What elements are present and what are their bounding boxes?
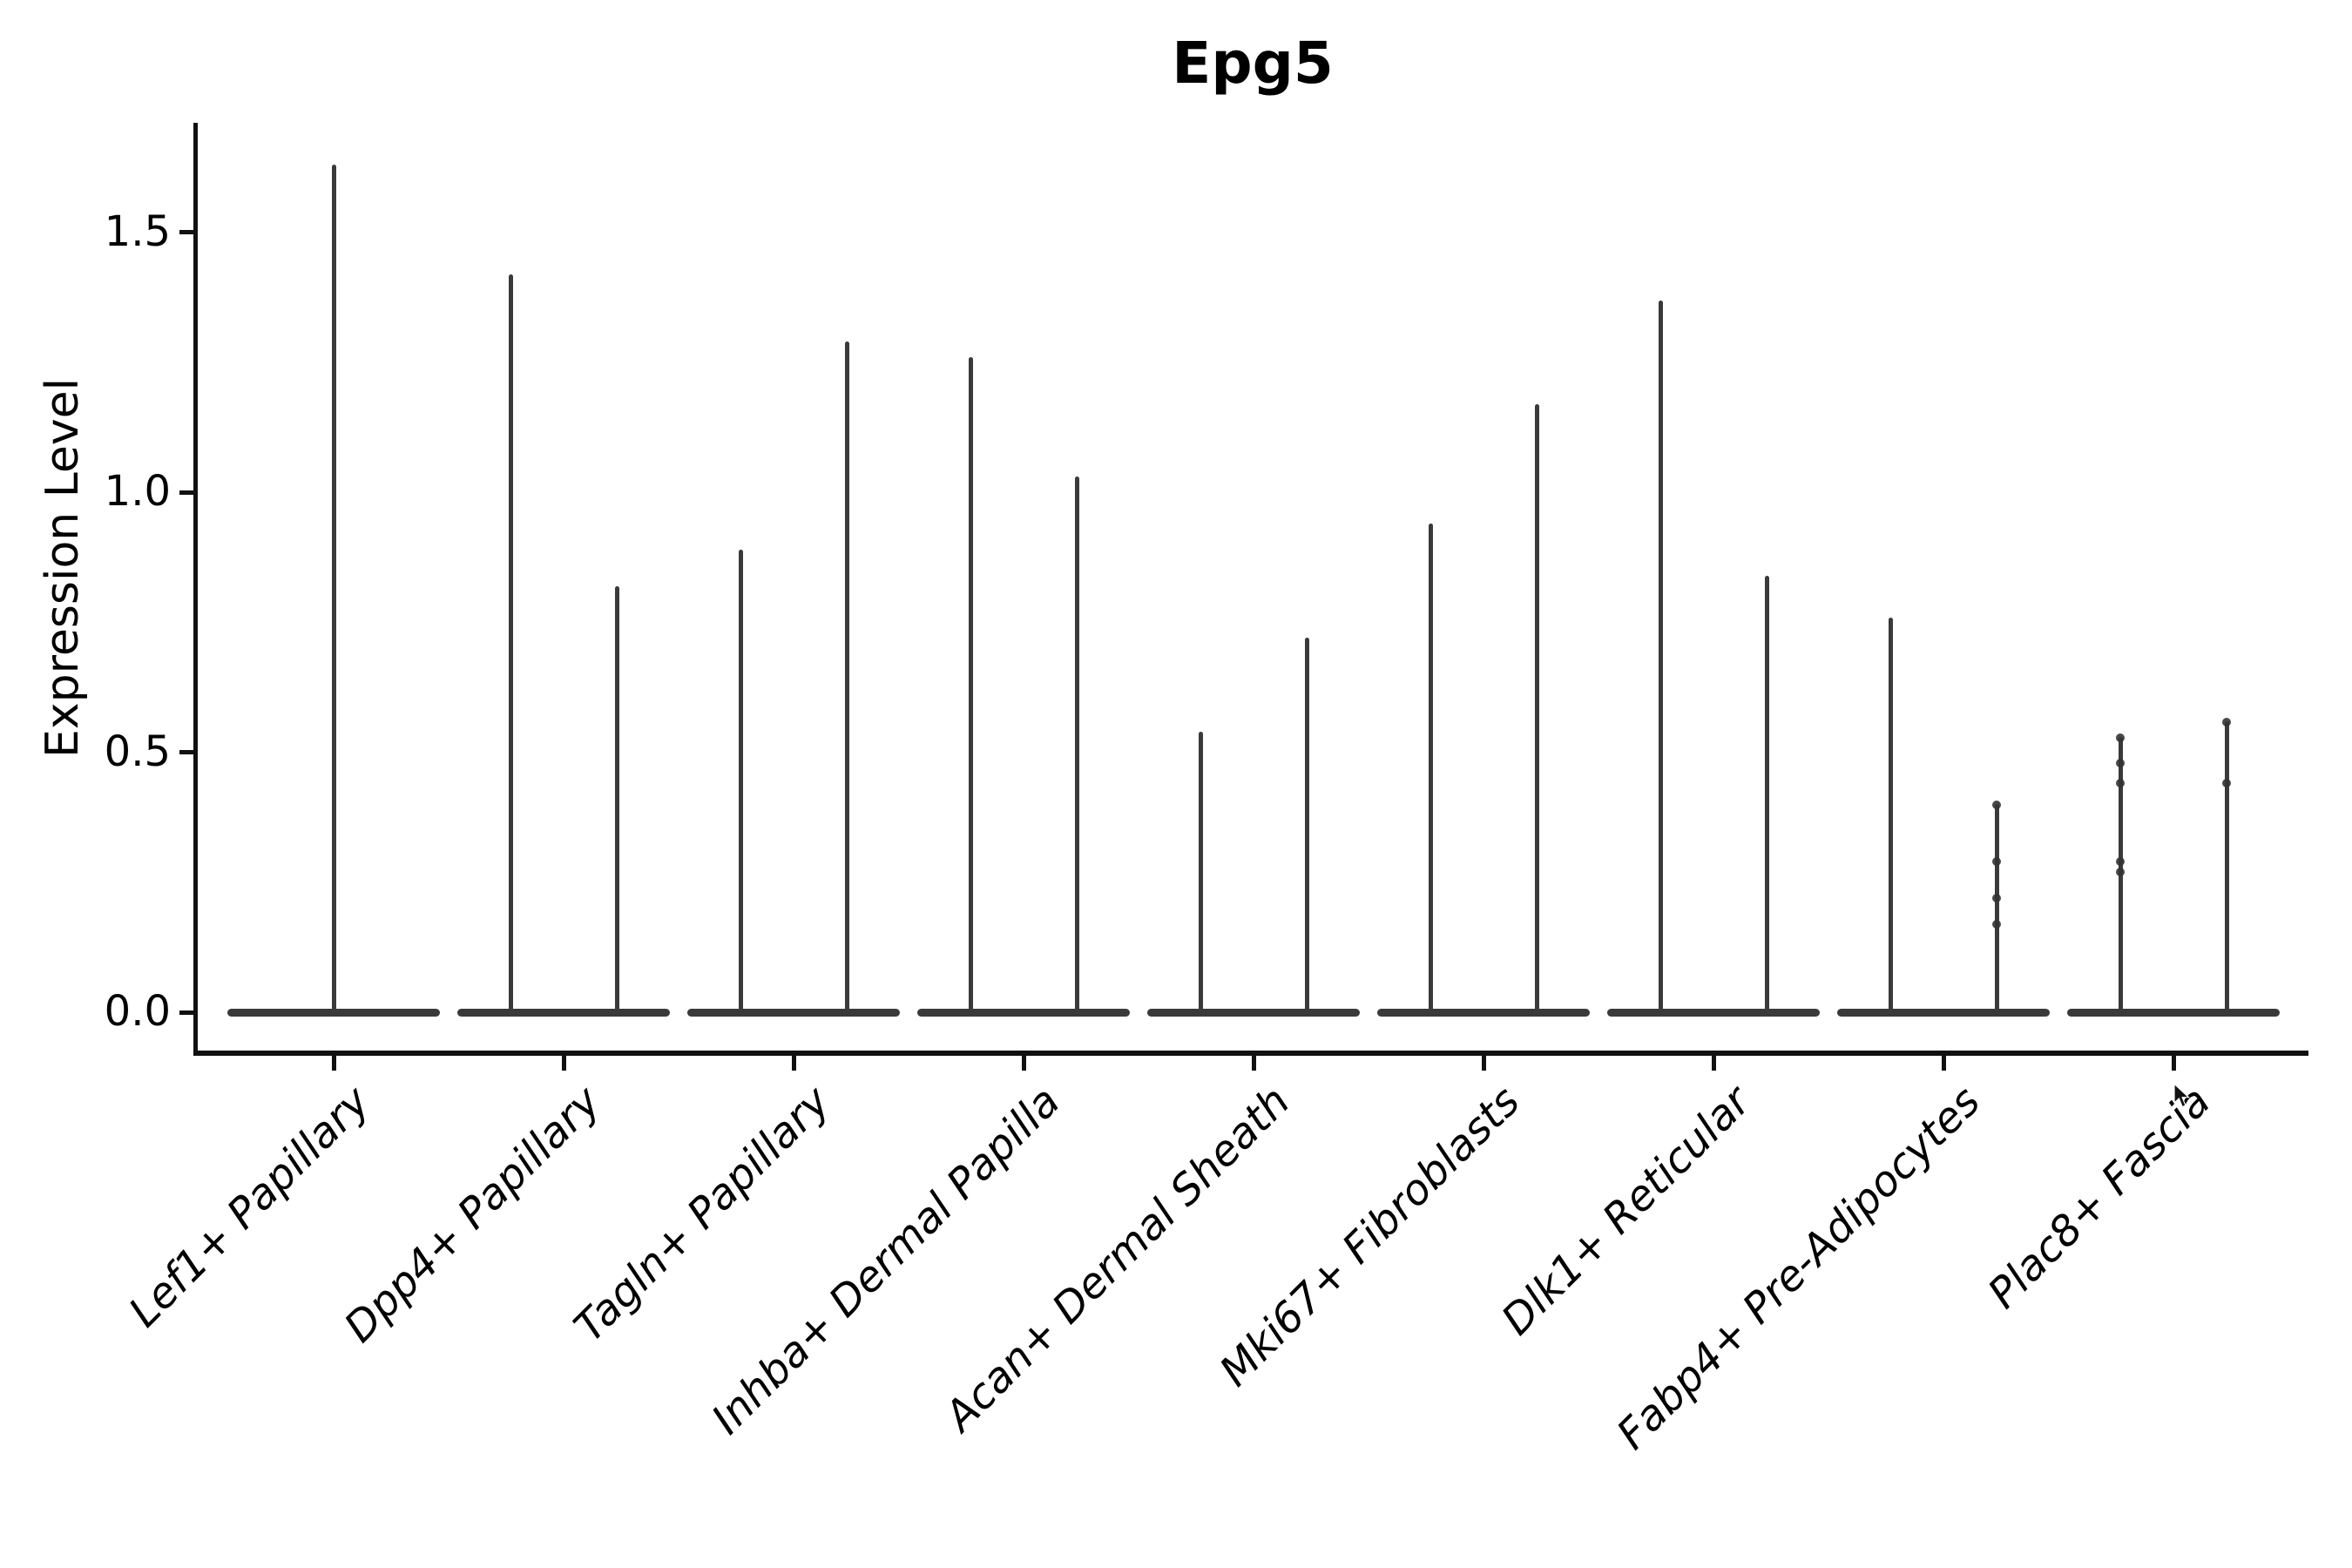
violin-spike [614,585,619,1016]
y-tick-label: 1.0 [104,467,171,517]
violin-body [687,1008,900,1017]
violin-spike [1428,524,1433,1016]
violin-spike [738,549,743,1016]
violin-spike [968,357,973,1016]
data-point-dot [2116,867,2125,876]
mouse-cursor-icon [2174,1084,2191,1108]
violin-body [2067,1008,2280,1017]
x-tick-label: Dpp4+ Papillary [335,1077,610,1352]
violin-spike [1994,804,1999,1016]
violin-spike [1658,300,1663,1016]
x-tick [1941,1056,1946,1071]
data-point-dot [1992,856,2001,866]
violin-spike [1198,731,1203,1016]
data-point-dot [2116,758,2125,767]
violin-body [1147,1008,1360,1017]
y-tick-label: 1.5 [104,206,171,256]
data-point-dot [2222,717,2231,727]
x-tick [1481,1056,1486,1071]
violin-spike [1304,638,1309,1016]
violin-spike [2224,720,2229,1016]
violin-spike [1888,617,1893,1016]
y-tick [179,230,193,235]
data-point-dot [2116,733,2125,742]
violin-spike [1764,575,1769,1016]
x-tick-label: Plac8+ Fascia [1978,1077,2220,1318]
x-tick [2171,1056,2176,1071]
x-tick-label: Fabp4+ Pre-Adipocytes [1607,1077,1990,1459]
violin-body [917,1008,1130,1017]
y-tick [179,490,193,495]
y-tick [179,1010,193,1015]
x-tick-label: Dlk1+ Reticular [1491,1077,1760,1345]
violin-body [1607,1008,1820,1017]
violin-spike [1074,476,1079,1016]
data-point-dot [1992,893,2001,902]
violin-spike [331,165,336,1016]
y-tick [179,750,193,755]
x-tick [791,1056,796,1071]
x-tick-label: Lef1+ Papillary [119,1077,380,1337]
y-tick-label: 0.0 [104,987,171,1036]
data-point-dot [2116,856,2125,866]
data-point-dot [1992,919,2001,929]
x-tick [1711,1056,1716,1071]
x-tick [561,1056,566,1071]
y-tick-label: 0.5 [104,727,171,776]
x-axis-spine [193,1051,2308,1056]
data-point-dot [1992,801,2001,810]
x-tick [1021,1056,1026,1071]
violin-spike [1534,403,1539,1016]
violin-spike [508,274,513,1016]
x-tick-label: Tagln+ Papillary [564,1077,840,1352]
data-point-dot [2116,779,2125,788]
violin-spike [844,341,849,1016]
x-tick [1251,1056,1256,1071]
violin-body [1837,1008,2050,1017]
violin-body [457,1008,670,1017]
data-point-dot [2222,779,2231,788]
y-axis-spine [193,123,198,1056]
chart-title: Epg5 [1172,30,1334,97]
x-tick [331,1056,336,1071]
violin-body [1377,1008,1590,1017]
